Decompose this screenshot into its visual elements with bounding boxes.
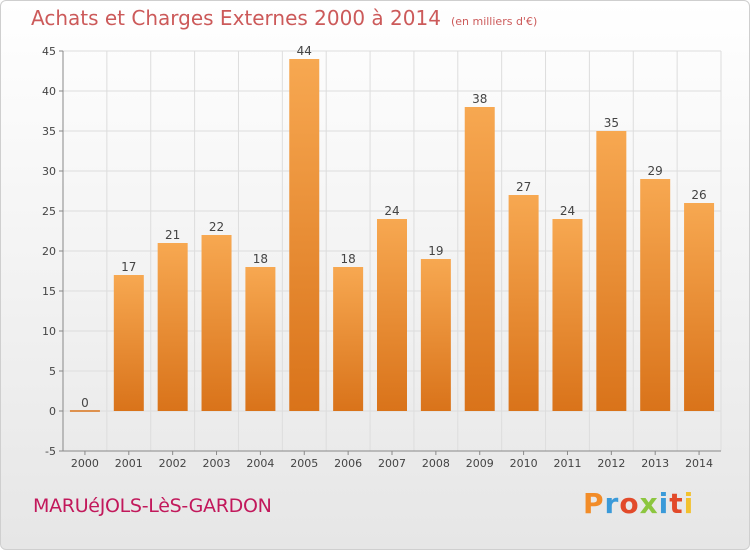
y-tick-label: 25 bbox=[42, 205, 56, 218]
x-tick-label: 2010 bbox=[510, 457, 538, 470]
x-tick-label: 2001 bbox=[115, 457, 143, 470]
data-label: 27 bbox=[516, 180, 531, 194]
logo-letter: r bbox=[604, 487, 620, 520]
y-tick-label: 40 bbox=[42, 85, 56, 98]
data-label: 17 bbox=[121, 260, 136, 274]
chart-title: Achats et Charges Externes 2000 à 2014 (e… bbox=[31, 6, 537, 30]
commune-name: MARUéJOLS-LèS-GARDON bbox=[33, 495, 272, 517]
data-label: 22 bbox=[209, 220, 224, 234]
x-tick-label: 2007 bbox=[378, 457, 406, 470]
bar-2007 bbox=[377, 219, 407, 411]
x-tick-label: 2012 bbox=[597, 457, 625, 470]
data-label: 44 bbox=[297, 44, 312, 58]
x-tick-label: 2002 bbox=[159, 457, 187, 470]
y-tick-label: 10 bbox=[42, 325, 56, 338]
data-label: 35 bbox=[604, 116, 619, 130]
x-tick-label: 2003 bbox=[203, 457, 231, 470]
x-tick-label: 2006 bbox=[334, 457, 362, 470]
logo-letter: P bbox=[583, 487, 605, 520]
bar-2004 bbox=[245, 267, 276, 411]
y-tick-label: 5 bbox=[49, 365, 56, 378]
data-label: 19 bbox=[428, 244, 443, 258]
data-label: 24 bbox=[560, 204, 575, 218]
data-label: 21 bbox=[165, 228, 180, 242]
y-tick-label: -5 bbox=[45, 445, 56, 458]
logo-letter: i bbox=[658, 487, 670, 520]
bar-2005 bbox=[289, 59, 320, 411]
x-tick-label: 2004 bbox=[246, 457, 274, 470]
y-tick-label: 45 bbox=[42, 45, 56, 58]
data-label: 18 bbox=[253, 252, 268, 266]
data-label: 0 bbox=[81, 396, 89, 410]
bar-2010 bbox=[508, 195, 539, 411]
x-tick-label: 2013 bbox=[641, 457, 669, 470]
logo-letter: i bbox=[683, 487, 695, 520]
data-label: 24 bbox=[384, 204, 399, 218]
logo-letter: o bbox=[619, 487, 640, 520]
bar-2014 bbox=[684, 203, 715, 411]
bar-2013 bbox=[640, 179, 671, 411]
bar-2011 bbox=[552, 219, 583, 411]
title-unit: (en milliers d'€) bbox=[450, 15, 538, 28]
x-tick-label: 2000 bbox=[71, 457, 99, 470]
y-tick-label: 35 bbox=[42, 125, 56, 138]
proxiti-logo: Proxiti bbox=[583, 487, 694, 520]
bar-2003 bbox=[201, 235, 232, 411]
bar-2009 bbox=[464, 107, 495, 411]
x-tick-label: 2014 bbox=[685, 457, 713, 470]
data-label: 38 bbox=[472, 92, 487, 106]
bar-2008 bbox=[420, 259, 451, 411]
data-label: 29 bbox=[648, 164, 663, 178]
bar-2012 bbox=[596, 131, 627, 411]
x-tick-label: 2009 bbox=[466, 457, 494, 470]
y-tick-label: 0 bbox=[49, 405, 56, 418]
y-tick-label: 30 bbox=[42, 165, 56, 178]
y-tick-label: 15 bbox=[42, 285, 56, 298]
x-tick-label: 2005 bbox=[290, 457, 318, 470]
x-tick-label: 2011 bbox=[553, 457, 581, 470]
logo-letter: t bbox=[669, 487, 684, 520]
bar-2001 bbox=[113, 275, 144, 411]
bar-2002 bbox=[157, 243, 188, 411]
data-label: 26 bbox=[691, 188, 706, 202]
x-tick-label: 2008 bbox=[422, 457, 450, 470]
data-label: 18 bbox=[340, 252, 355, 266]
logo-letter: x bbox=[639, 487, 659, 520]
title-text: Achats et Charges Externes 2000 à 2014 bbox=[31, 6, 441, 30]
bar-2006 bbox=[333, 267, 364, 411]
y-tick-label: 20 bbox=[42, 245, 56, 258]
